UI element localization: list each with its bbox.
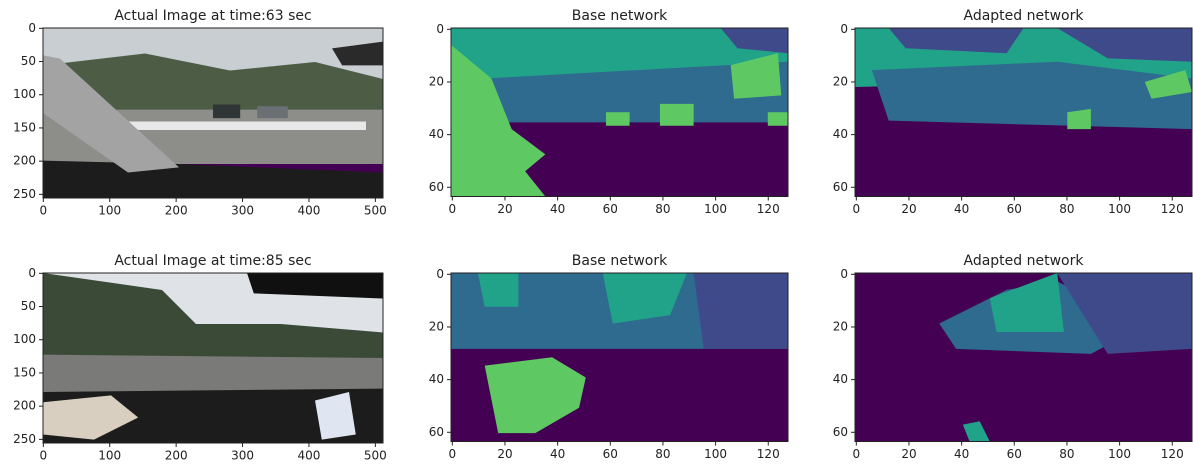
x-tick-label: 500 — [364, 204, 387, 218]
image-region — [768, 112, 788, 125]
x-tick-label: 100 — [98, 204, 121, 218]
image-region — [315, 392, 356, 440]
x-tick-label: 20 — [901, 202, 916, 216]
figure: Actual Image at time:63 sec0100200300400… — [0, 0, 1193, 467]
y-tick-label: 20 — [429, 74, 444, 88]
y-tick-label: 40 — [833, 127, 848, 141]
y-tick-label: 250 — [13, 187, 36, 201]
axes-title: Adapted network — [964, 8, 1085, 24]
y-tick-label: 40 — [429, 372, 444, 386]
y-tick-label: 20 — [429, 319, 444, 333]
image-region — [606, 112, 630, 125]
axes-title: Base network — [572, 8, 668, 24]
y-tick-label: 0 — [840, 267, 848, 281]
x-tick-label: 60 — [603, 202, 618, 216]
y-tick-label: 40 — [833, 372, 848, 386]
x-tick-label: 80 — [655, 202, 670, 216]
x-tick-label: 100 — [704, 447, 727, 461]
x-tick-label: 200 — [165, 204, 188, 218]
axes-title: Adapted network — [964, 253, 1085, 269]
x-tick-label: 60 — [1007, 202, 1022, 216]
x-tick-label: 40 — [550, 202, 565, 216]
x-tick-label: 500 — [364, 449, 387, 463]
x-tick-label: 200 — [165, 449, 188, 463]
y-tick-label: 150 — [13, 120, 36, 134]
x-tick-label: 0 — [40, 449, 48, 463]
y-tick-label: 60 — [429, 425, 444, 439]
image-region — [478, 273, 518, 307]
y-tick-label: 60 — [833, 425, 848, 439]
x-tick-label: 0 — [852, 202, 860, 216]
y-tick-label: 0 — [28, 266, 36, 280]
y-tick-label: 150 — [13, 365, 36, 379]
x-tick-label: 400 — [298, 449, 321, 463]
axes-title: Actual Image at time:63 sec — [114, 8, 311, 24]
y-tick-label: 100 — [13, 87, 36, 101]
image-region — [257, 106, 288, 118]
x-tick-label: 80 — [1059, 202, 1074, 216]
x-tick-label: 0 — [448, 447, 456, 461]
x-tick-label: 40 — [954, 202, 969, 216]
x-tick-label: 0 — [448, 202, 456, 216]
x-tick-label: 80 — [655, 447, 670, 461]
image-region — [660, 104, 694, 126]
x-tick-label: 120 — [1161, 202, 1184, 216]
axes-title: Actual Image at time:85 sec — [114, 253, 311, 269]
x-tick-label: 100 — [1108, 447, 1131, 461]
x-tick-label: 20 — [901, 447, 916, 461]
image-region — [1067, 109, 1091, 129]
y-tick-label: 0 — [436, 22, 444, 36]
x-tick-label: 40 — [550, 447, 565, 461]
image-region — [213, 105, 240, 119]
x-tick-label: 60 — [1007, 447, 1022, 461]
image-region — [694, 273, 788, 349]
x-tick-label: 0 — [852, 447, 860, 461]
y-tick-label: 40 — [429, 127, 444, 141]
x-tick-label: 120 — [1161, 447, 1184, 461]
y-tick-label: 200 — [13, 154, 36, 168]
x-tick-label: 100 — [98, 449, 121, 463]
x-tick-label: 20 — [497, 447, 512, 461]
y-tick-label: 20 — [833, 319, 848, 333]
x-tick-label: 60 — [603, 447, 618, 461]
x-tick-label: 100 — [704, 202, 727, 216]
y-tick-label: 0 — [840, 22, 848, 36]
y-tick-label: 0 — [436, 267, 444, 281]
y-tick-label: 250 — [13, 432, 36, 446]
y-tick-label: 20 — [833, 74, 848, 88]
x-tick-label: 40 — [954, 447, 969, 461]
x-tick-label: 300 — [231, 204, 254, 218]
x-tick-label: 20 — [497, 202, 512, 216]
y-tick-label: 50 — [21, 299, 36, 313]
x-tick-label: 120 — [757, 202, 780, 216]
x-tick-label: 0 — [40, 204, 48, 218]
x-tick-label: 300 — [231, 449, 254, 463]
y-tick-label: 60 — [429, 180, 444, 194]
x-tick-label: 100 — [1108, 202, 1131, 216]
image-region — [128, 122, 366, 131]
x-tick-label: 400 — [298, 204, 321, 218]
y-tick-label: 50 — [21, 54, 36, 68]
axes-title: Base network — [572, 253, 668, 269]
x-tick-label: 120 — [757, 447, 780, 461]
y-tick-label: 0 — [28, 21, 36, 35]
y-tick-label: 200 — [13, 399, 36, 413]
y-tick-label: 60 — [833, 180, 848, 194]
y-tick-label: 100 — [13, 332, 36, 346]
x-tick-label: 80 — [1059, 447, 1074, 461]
